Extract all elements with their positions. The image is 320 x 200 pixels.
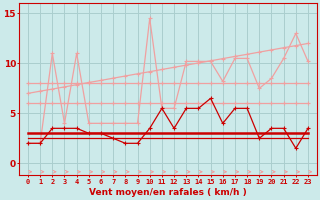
X-axis label: Vent moyen/en rafales ( km/h ): Vent moyen/en rafales ( km/h ) xyxy=(89,188,247,197)
